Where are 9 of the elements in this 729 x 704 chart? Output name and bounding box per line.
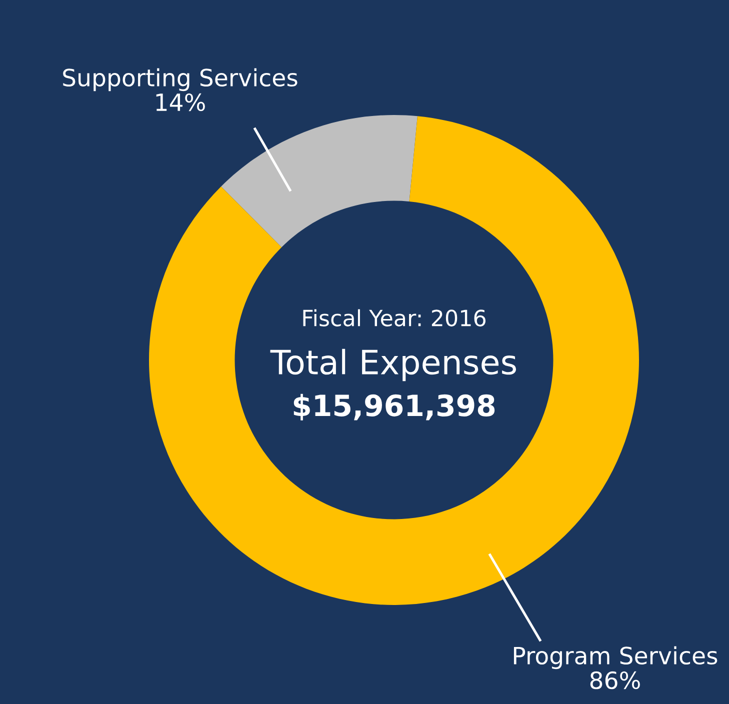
donut-slice	[149, 116, 639, 605]
text: $15,961,398	[294, 394, 495, 420]
slice-label: Program Services	[514, 646, 718, 670]
text: Fiscal Year: 2016	[303, 309, 486, 326]
donut-slice	[221, 115, 418, 248]
data-label: 86%	[590, 671, 640, 690]
text: Total Expenses	[270, 348, 516, 382]
data-label: 14%	[156, 93, 205, 112]
slice-label: Supporting Services	[63, 68, 298, 92]
